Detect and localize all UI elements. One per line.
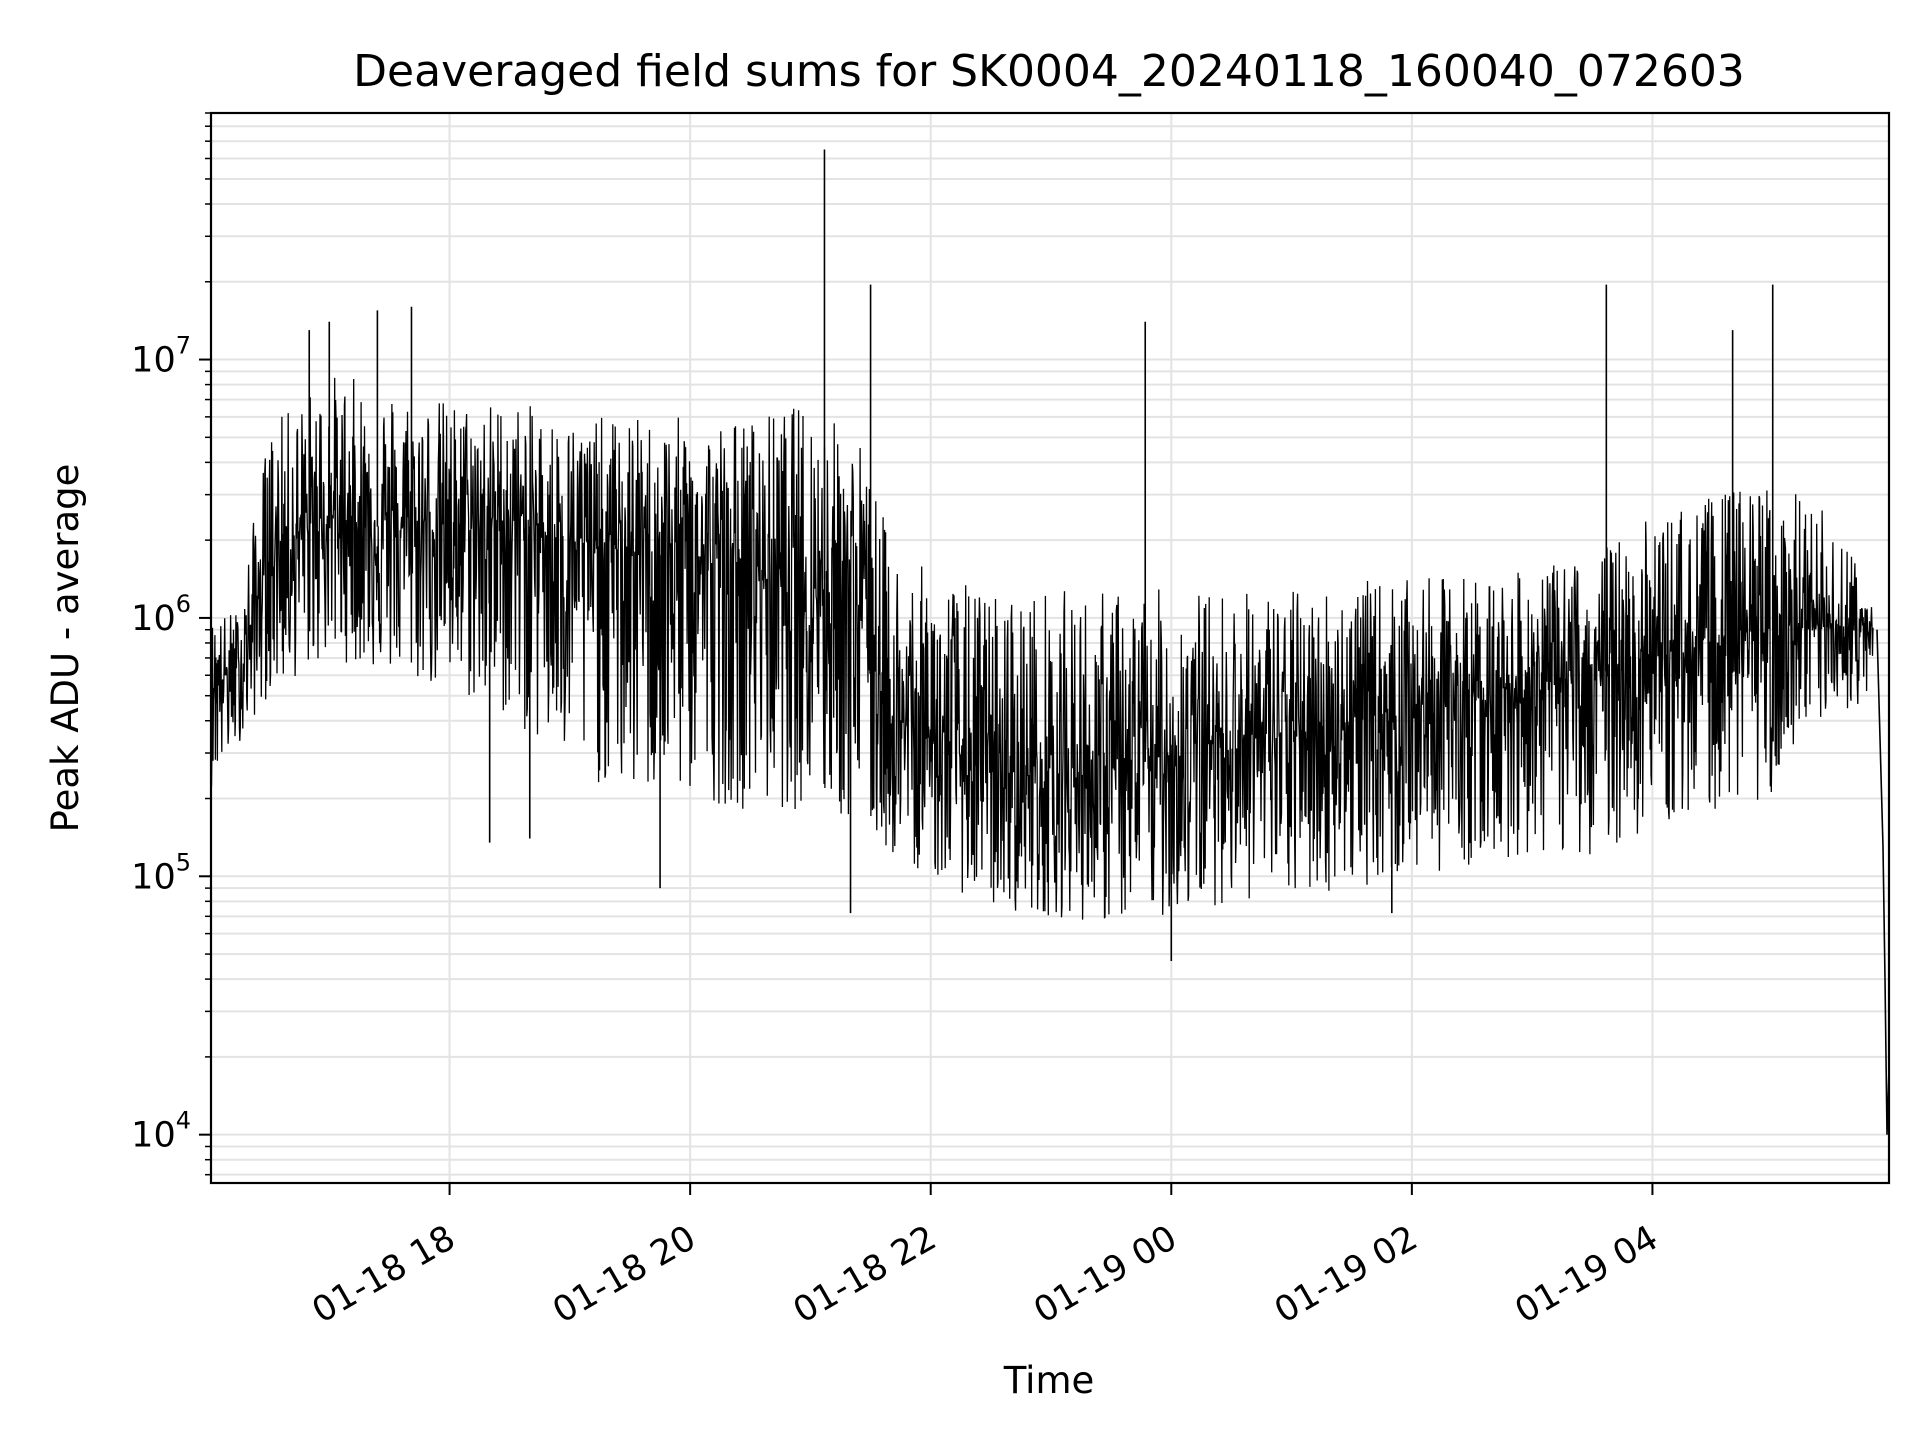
plot-frame <box>209 111 1891 1185</box>
x-axis-label: Time <box>1003 1359 1095 1402</box>
x-tick-label: 01-18 18 <box>306 1218 462 1331</box>
series-line <box>210 149 1890 1135</box>
tail-trace <box>1876 629 1890 1135</box>
x-tick-label: 01-18 22 <box>787 1218 943 1331</box>
x-tick-label: 01-18 20 <box>546 1218 702 1331</box>
x-tick-label: 01-19 00 <box>1027 1218 1183 1331</box>
series-trace <box>210 377 1874 920</box>
chart-title: Deaveraged field sums for SK0004_2024011… <box>353 46 1745 97</box>
x-tick-label: 01-19 04 <box>1509 1218 1665 1331</box>
y-tick-label: 106 <box>131 590 191 639</box>
y-axis-label: Peak ADU - average <box>44 464 87 833</box>
x-tick-label: 01-19 02 <box>1268 1218 1424 1331</box>
y-tick-label: 107 <box>131 332 191 381</box>
y-tick-label: 104 <box>131 1107 191 1156</box>
y-tick-label: 105 <box>131 848 191 897</box>
